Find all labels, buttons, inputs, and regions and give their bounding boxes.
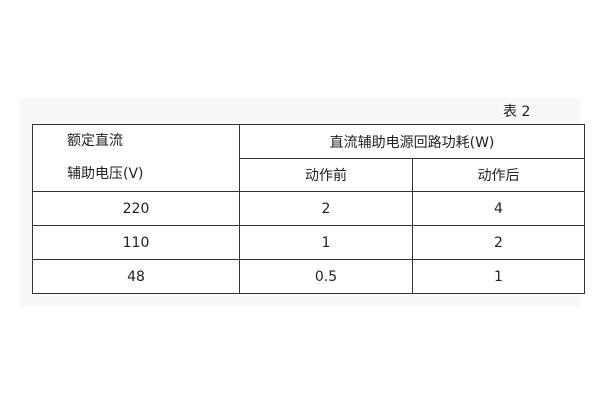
after-cell: 4 [412, 191, 585, 226]
voltage-cell: 220 [32, 191, 240, 226]
power-consumption-header: 直流辅助电源回路功耗(W) [239, 124, 585, 159]
after-action-header: 动作后 [412, 158, 585, 192]
voltage-cell: 110 [32, 225, 240, 260]
before-cell: 1 [239, 225, 413, 260]
table-row: 110 1 2 [32, 225, 585, 260]
after-cell: 2 [412, 225, 585, 260]
header-line-2: 辅助电压(V) [67, 166, 144, 182]
table-row: 220 2 4 [32, 191, 585, 226]
before-action-header: 动作前 [239, 158, 413, 192]
header-line-1: 额定直流 [67, 133, 123, 149]
table-row: 48 0.5 1 [32, 259, 585, 294]
table-caption: 表 2 [503, 104, 531, 120]
rated-voltage-header: 额定直流 辅助电压(V) [32, 124, 240, 192]
before-cell: 0.5 [239, 259, 413, 294]
power-consumption-table: 额定直流 辅助电压(V) 直流辅助电源回路功耗(W) 动作前 动作后 220 2… [32, 124, 585, 294]
voltage-cell: 48 [32, 259, 240, 294]
after-cell: 1 [412, 259, 585, 294]
before-cell: 2 [239, 191, 413, 226]
